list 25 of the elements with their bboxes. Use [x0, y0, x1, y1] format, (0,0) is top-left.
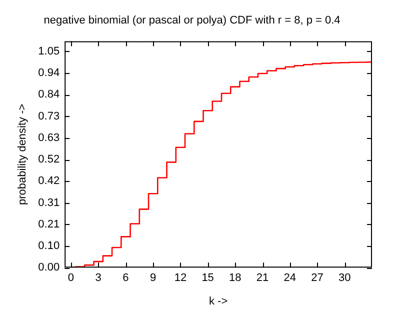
- x-tick-label: 21: [256, 272, 269, 284]
- y-tick-label: 0.94: [38, 67, 60, 80]
- x-tick-label: 27: [311, 272, 324, 284]
- x-tick-label: 18: [229, 272, 242, 284]
- x-tick-label: 12: [174, 272, 187, 284]
- chart-title: negative binomial (or pascal or polya) CDF with r = 8, p = 0.4: [44, 14, 340, 27]
- y-tick-label: 0.10: [38, 240, 60, 252]
- x-tick-label: 24: [284, 272, 296, 284]
- y-axis-title: probability density ->: [16, 104, 29, 205]
- y-tick-label: 0.84: [38, 88, 60, 101]
- x-tick-label: 3: [95, 272, 102, 284]
- y-tick-label: 0.52: [38, 154, 60, 166]
- y-tick-label: 0.73: [38, 110, 60, 122]
- x-axis-title: k ->: [208, 295, 228, 308]
- y-tick-label: 0.21: [38, 218, 60, 230]
- y-tick-label: 0.00: [38, 262, 60, 274]
- x-tick-label: 30: [338, 272, 351, 284]
- x-tick-label: 9: [150, 272, 156, 284]
- y-tick-label: 1.05: [38, 46, 60, 58]
- x-tick-label: 6: [122, 272, 129, 284]
- x-tick-label: 15: [202, 272, 214, 284]
- y-tick-label: 0.42: [38, 175, 60, 188]
- x-tick-label: 0: [68, 272, 74, 284]
- y-tick-label: 0.31: [38, 196, 60, 209]
- y-tick-label: 0.63: [38, 132, 60, 144]
